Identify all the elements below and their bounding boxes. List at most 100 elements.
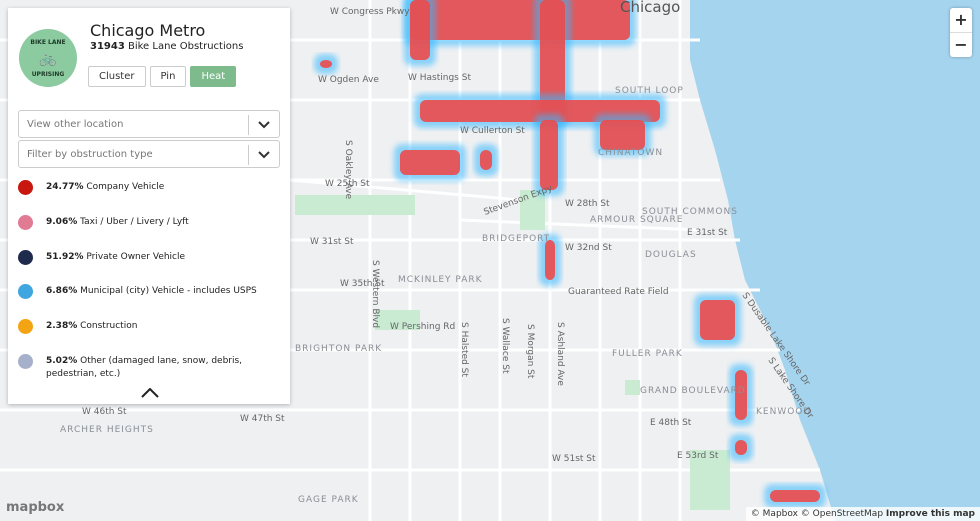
heat-core bbox=[770, 490, 820, 502]
view-button[interactable]: Cluster bbox=[88, 66, 146, 87]
legend-text: 2.38% Construction bbox=[46, 320, 276, 333]
heat-core bbox=[540, 120, 558, 190]
map-label: E 31st St bbox=[687, 228, 728, 238]
select-text: Filter by obstruction type bbox=[27, 149, 153, 160]
map-label: W 32nd St bbox=[565, 243, 612, 253]
count-label: Bike Lane Obstructions bbox=[127, 41, 244, 52]
legend-dot bbox=[18, 354, 33, 369]
map-label: CHINATOWN bbox=[598, 148, 663, 158]
legend-percent: 6.86% bbox=[46, 286, 78, 296]
map-label: BRIDGEPORT bbox=[482, 234, 550, 244]
map-label: SOUTH COMMONS bbox=[642, 207, 738, 217]
map-label: W Hastings St bbox=[408, 73, 471, 83]
map-label: W 28th St bbox=[565, 199, 610, 209]
map-label: FULLER PARK bbox=[612, 349, 683, 359]
map-label: W Ogden Ave bbox=[318, 75, 379, 85]
view-button[interactable]: Pin bbox=[149, 66, 187, 87]
map-label: Chicago bbox=[620, 0, 680, 16]
map-label: S Halsted St bbox=[459, 322, 469, 377]
heat-core bbox=[410, 0, 430, 60]
title: Chicago Metro bbox=[90, 21, 206, 40]
count-line: 31943 Bike Lane Obstructions bbox=[90, 41, 243, 52]
map-label: W 35th St bbox=[340, 279, 385, 289]
map-label: W 46th St bbox=[82, 407, 127, 417]
map-label: E 48th St bbox=[650, 418, 692, 428]
map-label: W Cullerton St bbox=[460, 126, 525, 136]
heat-core bbox=[400, 150, 460, 175]
road bbox=[459, 218, 701, 232]
heat-core bbox=[545, 240, 555, 280]
map-label: E 53rd St bbox=[677, 451, 719, 461]
zoom-out[interactable]: − bbox=[950, 32, 972, 57]
legend-text: 6.86% Municipal (city) Vehicle - include… bbox=[46, 285, 276, 298]
legend-label: Private Owner Vehicle bbox=[86, 252, 186, 262]
map-label: ARMOUR SQUARE bbox=[590, 215, 683, 225]
map-label: GAGE PARK bbox=[298, 495, 359, 505]
attr-mapbox[interactable]: © Mapbox bbox=[750, 509, 798, 519]
side-panel: BIKE LANE 🚲 UPRISING Chicago Metro 31943… bbox=[8, 8, 290, 404]
map-label: GRAND BOULEVARD bbox=[640, 386, 746, 396]
legend-text: 5.02% Other (damaged lane, snow, debris,… bbox=[46, 355, 276, 381]
map-label: S Morgan St bbox=[525, 324, 535, 379]
legend-label: Construction bbox=[80, 321, 138, 331]
select[interactable]: Filter by obstruction type bbox=[18, 140, 280, 168]
map-label: ARCHER HEIGHTS bbox=[60, 425, 154, 435]
legend-percent: 24.77% bbox=[46, 182, 84, 192]
view-buttons: Cluster Pin Heat bbox=[88, 66, 237, 87]
legend-label: Other (damaged lane, snow, debris, pedes… bbox=[46, 356, 243, 379]
park bbox=[520, 190, 545, 230]
map-label: BRIGHTON PARK bbox=[295, 344, 382, 354]
map-label: Guaranteed Rate Field bbox=[568, 287, 669, 297]
heat-core bbox=[735, 440, 747, 455]
heat-core bbox=[540, 0, 565, 120]
map-label: S Oakley Ave bbox=[343, 140, 353, 200]
legend-dot bbox=[18, 250, 33, 265]
legend-text: 24.77% Company Vehicle bbox=[46, 181, 276, 194]
map-label: S Wallace St bbox=[500, 318, 510, 374]
map-label: MCKINLEY PARK bbox=[398, 275, 483, 285]
legend-dot bbox=[18, 319, 33, 334]
heat-core bbox=[410, 0, 630, 40]
map-label: S Ashland Ave bbox=[555, 322, 565, 386]
lake bbox=[690, 0, 980, 521]
attr-osm[interactable]: © OpenStreetMap bbox=[800, 509, 884, 519]
park bbox=[690, 450, 730, 510]
park bbox=[375, 310, 420, 330]
select[interactable]: View other location bbox=[18, 110, 280, 138]
map-label: W 51st St bbox=[552, 454, 596, 464]
heatmap bbox=[314, 0, 826, 508]
legend-percent: 5.02% bbox=[46, 356, 78, 366]
legend-label: Taxi / Uber / Livery / Lyft bbox=[80, 217, 189, 227]
legend-dot bbox=[18, 284, 33, 299]
map-label: SOUTH LOOP bbox=[615, 86, 684, 96]
map-label: KENWOOD bbox=[756, 407, 811, 417]
map-label: W 47th St bbox=[240, 414, 285, 424]
zoom-in[interactable]: + bbox=[954, 10, 968, 29]
legend-percent: 51.92% bbox=[46, 252, 84, 262]
heat-core bbox=[600, 120, 645, 150]
map-label: W Congress Pkwy bbox=[330, 7, 410, 17]
legend-percent: 2.38% bbox=[46, 321, 78, 331]
legend-label: Company Vehicle bbox=[86, 182, 165, 192]
logo: BIKE LANE 🚲 UPRISING bbox=[19, 29, 77, 87]
attribution: © Mapbox © OpenStreetMap Improve this ma… bbox=[745, 507, 980, 521]
legend-label: Municipal (city) Vehicle - includes USPS bbox=[80, 286, 257, 296]
count: 31943 bbox=[90, 41, 125, 52]
map-label: W Pershing Rd bbox=[390, 322, 455, 332]
view-button[interactable]: Heat bbox=[190, 66, 237, 87]
heat-core bbox=[735, 370, 747, 420]
mapbox-logo: mapbox bbox=[6, 500, 65, 515]
attr-improve[interactable]: Improve this map bbox=[885, 509, 975, 519]
legend-percent: 9.06% bbox=[46, 217, 78, 227]
collapse[interactable] bbox=[141, 388, 159, 398]
legend-text: 51.92% Private Owner Vehicle bbox=[46, 251, 276, 264]
map-label: W 31st St bbox=[310, 237, 354, 247]
select-text: View other location bbox=[27, 119, 124, 130]
map-label: DOUGLAS bbox=[645, 250, 697, 260]
logo-text: BIKE LANE bbox=[30, 39, 66, 46]
park bbox=[625, 380, 640, 395]
legend-text: 9.06% Taxi / Uber / Livery / Lyft bbox=[46, 216, 276, 229]
road bbox=[289, 178, 521, 202]
